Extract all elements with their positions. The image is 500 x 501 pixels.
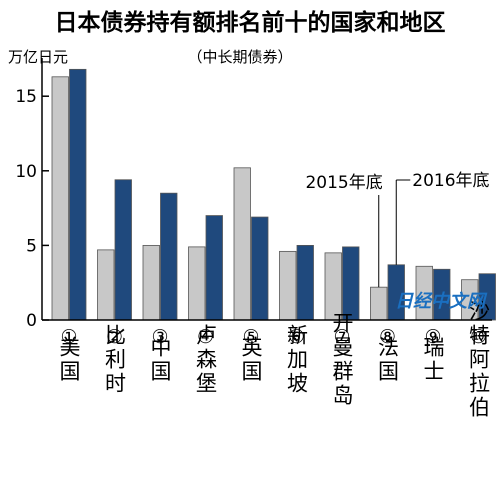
legend-label-2016: 2016年底: [412, 171, 489, 191]
bar-2015-2: [97, 249, 115, 321]
bar-2015-7: [324, 252, 342, 321]
watermark: 日经中文网: [395, 291, 488, 312]
y-tick-label-5: 5: [26, 236, 37, 256]
y-tick-label-0: 0: [26, 311, 37, 331]
category-number-7: ⑦: [333, 326, 350, 348]
bar-2016-3: [160, 192, 178, 321]
bar-2015-1: [51, 76, 69, 321]
bar-2015-3: [142, 244, 160, 321]
category-number-9: ⑨: [424, 326, 441, 348]
category-number-6: ⑥: [288, 326, 305, 348]
bar-2015-4: [188, 246, 206, 321]
legend-group: 2015年底 2016年底: [305, 171, 490, 288]
category-label-4: 卢森堡: [194, 324, 218, 396]
category-label-5: 英国: [239, 336, 263, 384]
category-label-2: 比利时: [103, 324, 127, 396]
category-number-10: ⑩: [470, 326, 487, 348]
bar-2015-5: [233, 167, 251, 321]
category-number-3: ③: [151, 326, 168, 348]
category-number-1: ①: [60, 326, 77, 348]
y-axis-unit-label: 万亿日元: [8, 48, 68, 66]
bar-2016-7: [342, 246, 360, 321]
category-number-2: ②: [106, 326, 123, 348]
bar-2016-5: [251, 216, 269, 321]
category-label-7: 开曼群岛: [330, 312, 354, 408]
category-number-8: ⑧: [379, 326, 396, 348]
bar-2015-6: [279, 250, 297, 321]
chart-title: 日本债券持有额排名前十的国家和地区: [55, 9, 446, 36]
category-label-3: 中国: [148, 336, 172, 384]
axes-group: 0 5 10 15: [15, 58, 492, 331]
legend-label-2015: 2015年底: [305, 173, 382, 193]
category-label-1: 美国: [57, 336, 81, 384]
bar-2016-6: [296, 244, 314, 321]
bar-2016-1: [69, 68, 87, 321]
category-number-4: ④: [197, 326, 214, 348]
category-label-10: 沙特阿拉伯: [467, 300, 491, 420]
category-number-5: ⑤: [242, 326, 259, 348]
bar-2016-2: [114, 179, 132, 321]
category-label-8: 法国: [376, 336, 400, 384]
category-label-9: 瑞士: [421, 336, 445, 384]
y-tick-label-10: 10: [15, 162, 37, 182]
bar-2016-4: [205, 215, 223, 321]
bar-2015-8: [370, 286, 388, 321]
category-label-6: 新加坡: [285, 324, 309, 396]
bars-group: [51, 68, 496, 321]
y-tick-label-15: 15: [15, 87, 37, 107]
chart-subtitle: （中长期债券）: [187, 48, 292, 66]
